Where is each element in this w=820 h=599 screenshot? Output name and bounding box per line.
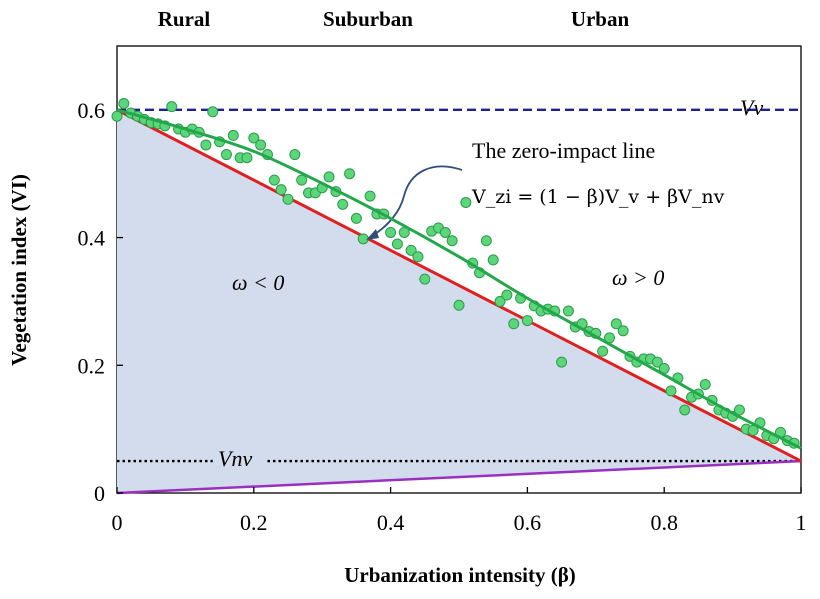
data-point — [412, 251, 424, 263]
data-point — [508, 318, 520, 330]
omega-positive-label: ω > 0 — [612, 265, 664, 290]
data-point — [385, 226, 397, 238]
x-tick-label: 0.6 — [514, 510, 542, 535]
data-point — [487, 254, 499, 266]
data-point — [166, 101, 178, 113]
data-point — [446, 235, 458, 247]
data-point — [220, 149, 232, 161]
purple-baseline — [116, 459, 802, 495]
data-point — [323, 171, 335, 183]
x-tick-label: 0.4 — [377, 510, 405, 535]
data-point — [617, 325, 629, 337]
zero-impact-formula: V_zi = (1 − β)V_v + βV_nv — [471, 186, 725, 208]
x-tick-label: 0.2 — [240, 510, 268, 535]
data-point — [679, 404, 691, 416]
data-point — [419, 273, 431, 285]
data-point — [296, 174, 308, 186]
vnv-label: Vnv — [218, 446, 252, 471]
data-point — [665, 385, 677, 397]
data-point — [344, 168, 356, 180]
data-point — [597, 345, 609, 357]
data-point — [651, 356, 663, 368]
data-point — [207, 106, 219, 118]
annotation-arrowhead — [366, 229, 379, 240]
data-point — [405, 244, 417, 256]
x-tick-label: 1 — [796, 510, 807, 535]
data-point — [289, 149, 301, 161]
data-point — [118, 97, 130, 109]
data-point — [350, 212, 362, 224]
data-point — [562, 305, 574, 317]
data-point — [494, 295, 506, 307]
x-tick-label: 0 — [112, 510, 123, 535]
annotation-arrow — [371, 165, 463, 237]
x-axis-title: Urbanization intensity (β) — [344, 563, 576, 587]
y-tick-label: 0.4 — [78, 226, 106, 251]
omega-negative-label: ω < 0 — [232, 270, 284, 295]
data-point — [453, 299, 465, 311]
data-point — [357, 233, 369, 245]
data-point — [111, 110, 123, 122]
y-axis-title: Vegetation index (VI) — [7, 174, 31, 366]
data-point — [556, 356, 568, 368]
data-point — [521, 315, 533, 327]
fitted-curve — [116, 108, 802, 450]
data-point — [337, 198, 349, 210]
data-point — [227, 129, 239, 141]
data-point — [241, 152, 253, 164]
data-point — [460, 196, 472, 208]
zone-label-urban: Urban — [571, 7, 630, 31]
y-axis-ticks: 0 0.2 0.4 0.6 — [78, 98, 123, 506]
data-point — [364, 190, 376, 202]
data-point — [275, 184, 287, 196]
data-point — [200, 139, 212, 151]
y-tick-label: 0.6 — [78, 98, 106, 123]
y-tick-label: 0.2 — [78, 353, 106, 378]
zero-impact-title: The zero-impact line — [472, 138, 655, 163]
data-point — [282, 193, 294, 205]
data-point — [733, 404, 745, 416]
vv-label: Vv — [740, 95, 763, 120]
data-point — [699, 378, 711, 390]
x-axis-ticks: 0 0.2 0.4 0.6 0.8 1 — [112, 487, 807, 535]
data-point — [439, 226, 451, 238]
data-point — [248, 132, 260, 144]
data-point — [501, 289, 513, 301]
y-tick-label: 0 — [94, 481, 105, 506]
data-point — [610, 318, 622, 330]
data-point — [480, 235, 492, 247]
zone-label-suburban: Suburban — [323, 7, 413, 31]
data-point — [255, 139, 267, 151]
zero-impact-line — [116, 108, 802, 463]
x-tick-label: 0.8 — [650, 510, 678, 535]
scatter-points — [111, 97, 800, 449]
data-point — [391, 238, 403, 250]
zone-label-rural: Rural — [158, 7, 211, 31]
data-point — [268, 174, 280, 186]
